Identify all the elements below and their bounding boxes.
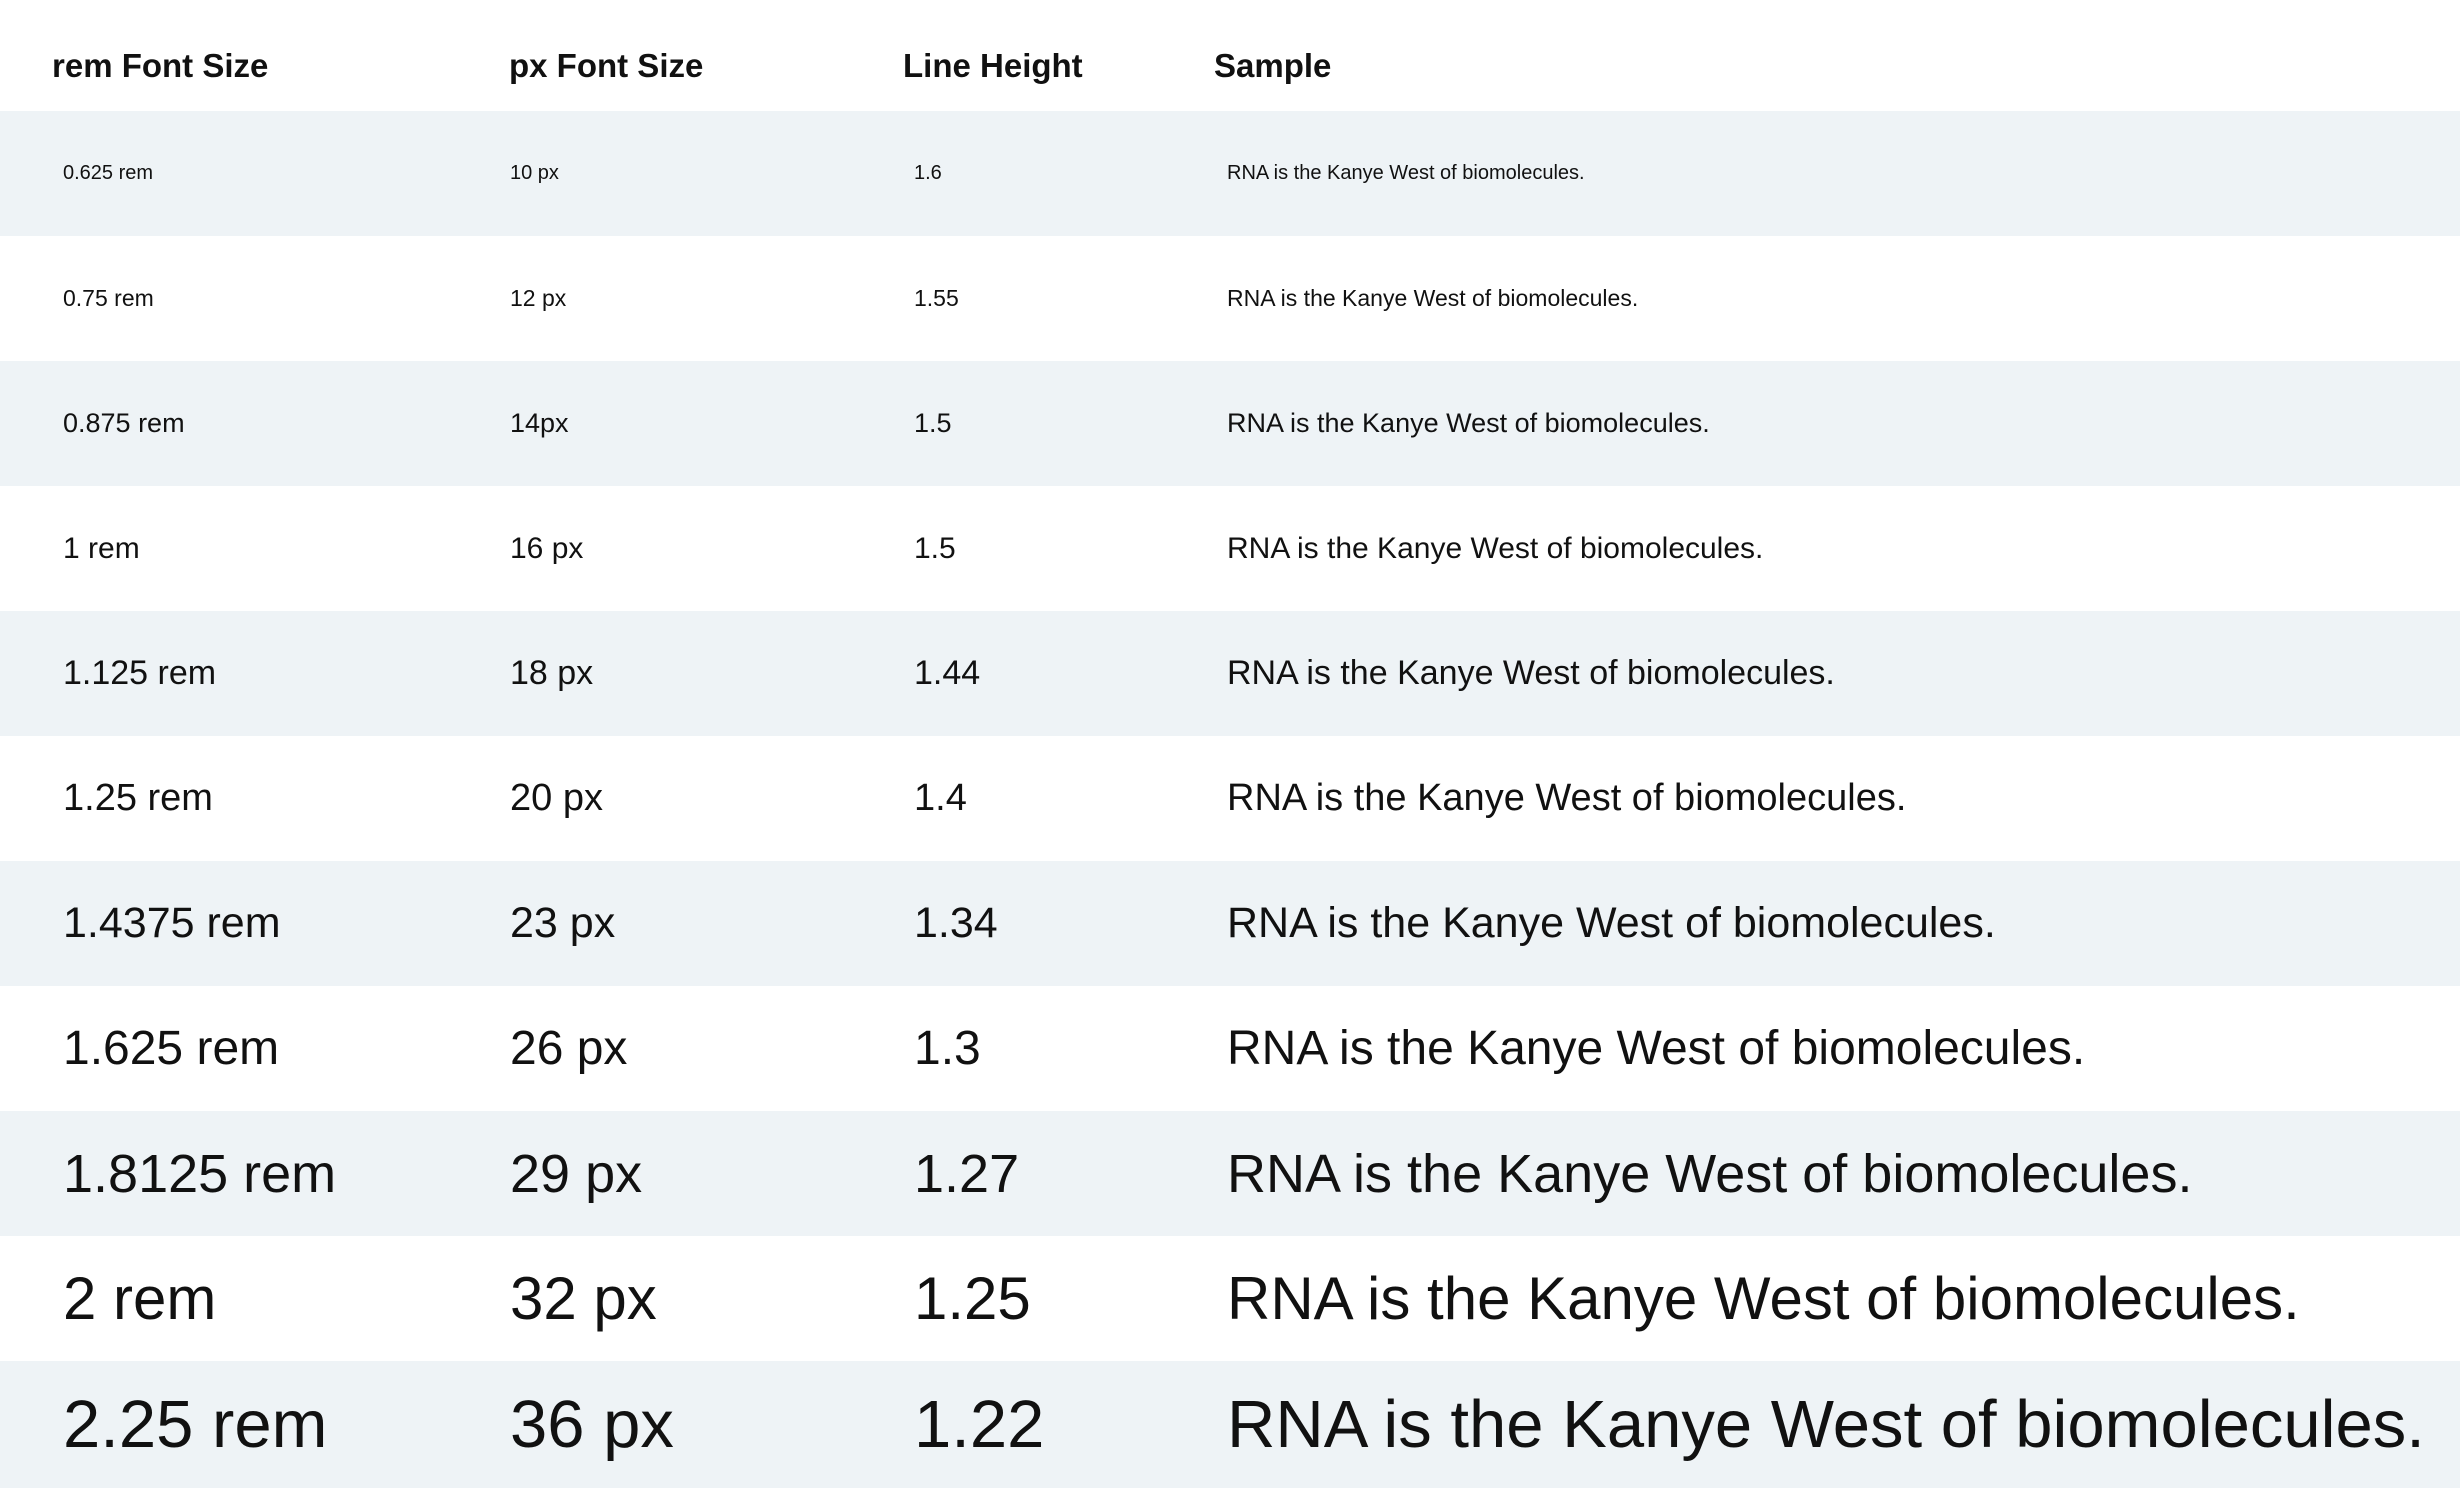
table-header-row: rem Font Size px Font Size Line Height S… bbox=[0, 0, 2460, 110]
sample-cell: RNA is the Kanye West of biomolecules. bbox=[1227, 162, 1585, 184]
rem-cell: 1.25 rem bbox=[63, 777, 213, 819]
sample-cell: RNA is the Kanye West of biomolecules. bbox=[1227, 654, 1835, 692]
sample-cell: RNA is the Kanye West of biomolecules. bbox=[1227, 777, 1907, 819]
rem-cell: 0.75 rem bbox=[63, 285, 154, 311]
line-height-cell: 1.5 bbox=[914, 408, 952, 438]
table-row: 1.25 rem 20 px 1.4 RNA is the Kanye West… bbox=[0, 736, 2460, 861]
rem-cell: 2 rem bbox=[63, 1265, 217, 1332]
line-height-cell: 1.25 bbox=[914, 1265, 1031, 1332]
px-cell: 26 px bbox=[510, 1022, 628, 1075]
sample-cell: RNA is the Kanye West of biomolecules. bbox=[1227, 408, 1710, 438]
rem-cell: 1.4375 rem bbox=[63, 899, 281, 947]
sample-cell: RNA is the Kanye West of biomolecules. bbox=[1227, 1265, 2300, 1332]
sample-cell: RNA is the Kanye West of biomolecules. bbox=[1227, 1387, 2425, 1462]
table-row: 1.125 rem 18 px 1.44 RNA is the Kanye We… bbox=[0, 611, 2460, 736]
table-row: 2.25 rem 36 px 1.22 RNA is the Kanye Wes… bbox=[0, 1361, 2460, 1488]
px-cell: 16 px bbox=[510, 531, 584, 565]
line-height-cell: 1.55 bbox=[914, 285, 959, 311]
px-cell: 36 px bbox=[510, 1387, 674, 1462]
table-row: 1.8125 rem 29 px 1.27 RNA is the Kanye W… bbox=[0, 1111, 2460, 1236]
table-row: 1 rem 16 px 1.5 RNA is the Kanye West of… bbox=[0, 486, 2460, 611]
rem-cell: 0.625 rem bbox=[63, 162, 154, 184]
px-cell: 29 px bbox=[510, 1143, 643, 1204]
table-row: 1.625 rem 26 px 1.3 RNA is the Kanye Wes… bbox=[0, 986, 2460, 1111]
line-height-cell: 1.44 bbox=[914, 654, 981, 692]
line-height-cell: 1.27 bbox=[914, 1143, 1020, 1204]
px-cell: 23 px bbox=[510, 899, 616, 947]
table-row: 0.75 rem 12 px 1.55 RNA is the Kanye Wes… bbox=[0, 236, 2460, 361]
px-cell: 18 px bbox=[510, 654, 594, 692]
table-row: 0.625 rem 10 px 1.6 RNA is the Kanye Wes… bbox=[0, 111, 2460, 236]
line-height-cell: 1.4 bbox=[914, 777, 967, 819]
table-row: 0.875 rem 14px 1.5 RNA is the Kanye West… bbox=[0, 361, 2460, 486]
rem-cell: 0.875 rem bbox=[63, 408, 185, 438]
sample-cell: RNA is the Kanye West of biomolecules. bbox=[1227, 1143, 2193, 1204]
line-height-cell: 1.5 bbox=[914, 531, 956, 565]
line-height-cell: 1.3 bbox=[914, 1022, 981, 1075]
header-sample: Sample bbox=[1214, 47, 1332, 84]
rem-cell: 2.25 rem bbox=[63, 1387, 328, 1462]
table-row: 1.4375 rem 23 px 1.34 RNA is the Kanye W… bbox=[0, 861, 2460, 986]
line-height-cell: 1.22 bbox=[914, 1387, 1045, 1462]
sample-cell: RNA is the Kanye West of biomolecules. bbox=[1227, 531, 1764, 565]
header-px-font-size: px Font Size bbox=[509, 47, 704, 84]
sample-cell: RNA is the Kanye West of biomolecules. bbox=[1227, 285, 1639, 311]
sample-cell: RNA is the Kanye West of biomolecules. bbox=[1227, 1022, 2086, 1075]
px-cell: 10 px bbox=[510, 162, 559, 184]
px-cell: 32 px bbox=[510, 1265, 657, 1332]
rem-cell: 1.8125 rem bbox=[63, 1143, 337, 1204]
sample-cell: RNA is the Kanye West of biomolecules. bbox=[1227, 899, 1996, 947]
line-height-cell: 1.6 bbox=[914, 162, 942, 184]
table-row: 2 rem 32 px 1.25 RNA is the Kanye West o… bbox=[0, 1236, 2460, 1361]
header-line-height: Line Height bbox=[903, 47, 1083, 84]
rem-cell: 1.625 rem bbox=[63, 1022, 280, 1075]
px-cell: 14px bbox=[510, 408, 569, 438]
line-height-cell: 1.34 bbox=[914, 899, 998, 947]
px-cell: 12 px bbox=[510, 285, 567, 311]
rem-cell: 1 rem bbox=[63, 531, 140, 565]
rem-cell: 1.125 rem bbox=[63, 654, 217, 692]
px-cell: 20 px bbox=[510, 777, 603, 819]
header-rem-font-size: rem Font Size bbox=[52, 47, 269, 84]
